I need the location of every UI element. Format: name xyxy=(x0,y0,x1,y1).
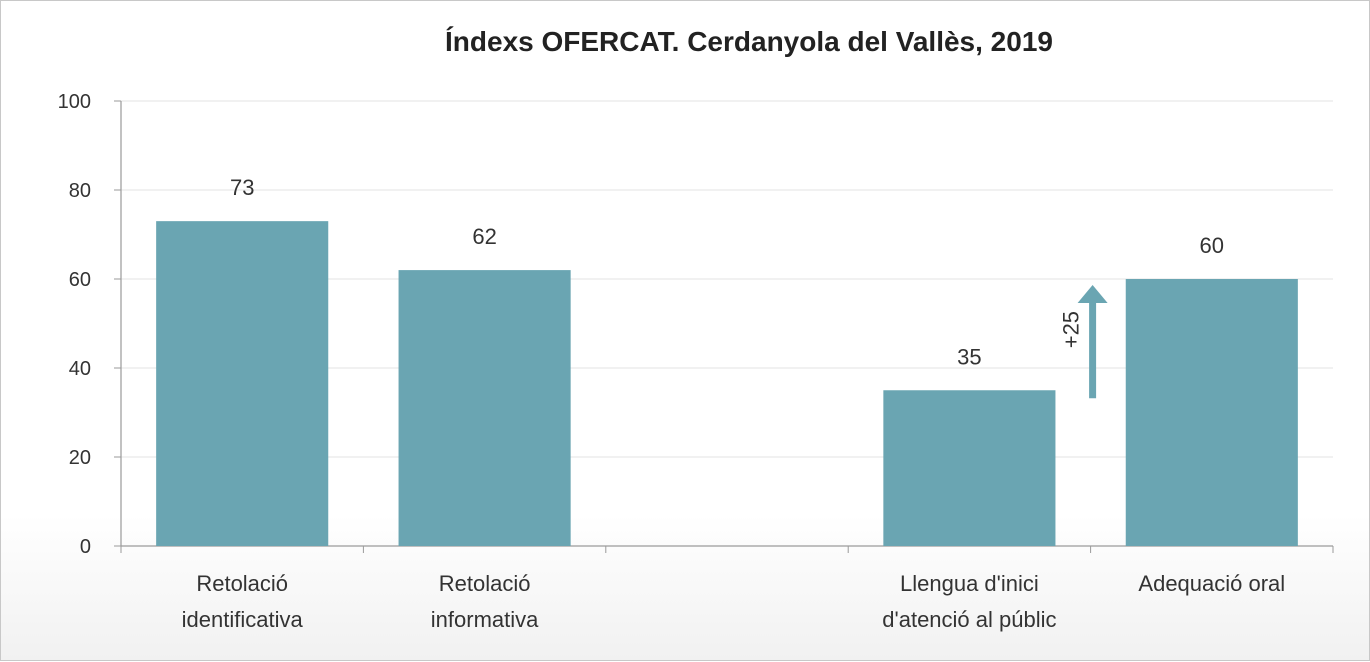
x-tick-label: d'atenció al públic xyxy=(882,607,1056,632)
x-tick-label: informativa xyxy=(431,607,539,632)
increase-annotation: +25 xyxy=(1059,285,1108,399)
x-tick-label: Adequació oral xyxy=(1138,571,1285,596)
y-tick-label: 0 xyxy=(80,536,91,558)
bar xyxy=(883,390,1056,546)
y-tick-label: 20 xyxy=(69,447,91,469)
data-label: 62 xyxy=(472,224,496,249)
x-axis-labels: Retolació identificativa Retolació informat… xyxy=(182,571,1286,632)
bars xyxy=(156,221,1298,546)
y-axis-ticks: 0 20 40 60 80 100 xyxy=(58,91,91,558)
data-label: 73 xyxy=(230,175,254,200)
data-label: 35 xyxy=(957,344,981,369)
data-labels: 73 62 35 60 xyxy=(230,175,1224,369)
x-tick-label: identificativa xyxy=(182,607,304,632)
chart-title: Índexs OFERCAT. Cerdanyola del Vallès, 2… xyxy=(445,26,1053,57)
x-tick-label: Retolació xyxy=(196,571,288,596)
y-tick-label: 80 xyxy=(69,180,91,202)
bar xyxy=(156,221,329,546)
y-tick-label: 40 xyxy=(69,358,91,380)
y-tick-label: 100 xyxy=(58,91,91,113)
arrow-up-icon xyxy=(1077,285,1108,303)
bar xyxy=(398,270,571,546)
annotation-label: +25 xyxy=(1059,311,1084,348)
bar xyxy=(1125,279,1298,546)
y-tick-label: 60 xyxy=(69,269,91,291)
x-tick-label: Retolació xyxy=(439,571,531,596)
x-tick-label: Llengua d'inici xyxy=(900,571,1039,596)
data-label: 60 xyxy=(1200,233,1224,258)
